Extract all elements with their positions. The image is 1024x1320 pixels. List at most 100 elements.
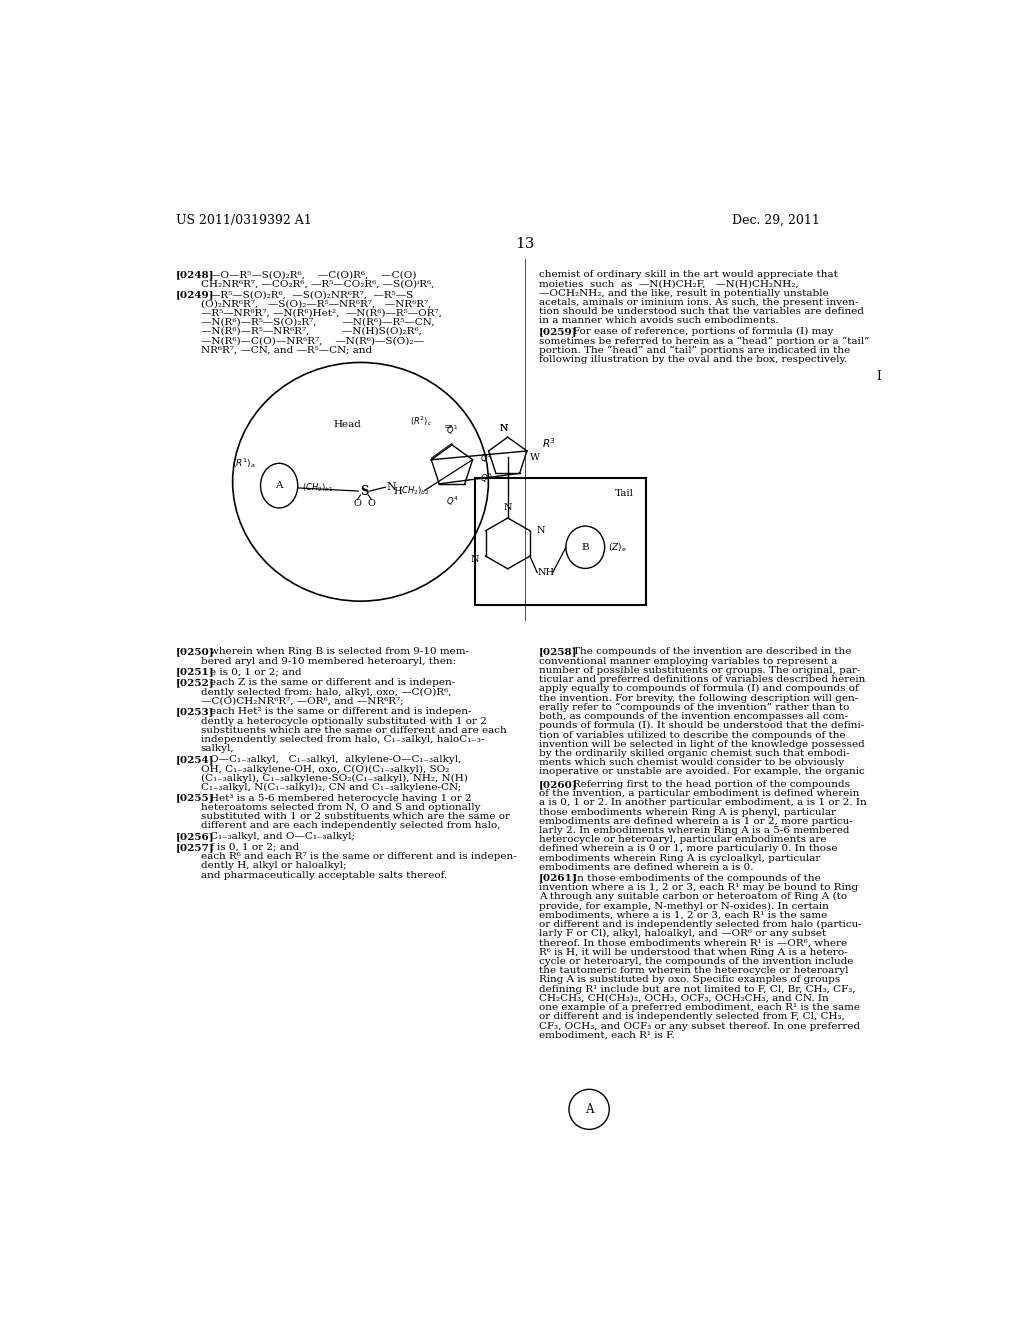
Text: A: A	[585, 1102, 593, 1115]
Text: independently selected from halo, C₁₋₃alkyl, haloC₁₋₃-: independently selected from halo, C₁₋₃al…	[201, 735, 484, 744]
Text: and pharmaceutically acceptable salts thereof.: and pharmaceutically acceptable salts th…	[201, 871, 447, 879]
Text: $(Z)_e$: $(Z)_e$	[608, 541, 628, 553]
Text: heterocycle or heteroaryl, particular embodiments are: heterocycle or heteroaryl, particular em…	[539, 836, 826, 845]
Text: or different and is independently selected from F, Cl, CH₃,: or different and is independently select…	[539, 1012, 845, 1022]
Text: $(R^1)_a$: $(R^1)_a$	[232, 455, 256, 470]
Text: —N(R⁶)—R⁵—NR⁶R⁷,          —N(H)S(O)₂R⁶,: —N(R⁶)—R⁵—NR⁶R⁷, —N(H)S(O)₂R⁶,	[201, 327, 422, 337]
Text: both, as compounds of the invention encompasses all com-: both, as compounds of the invention enco…	[539, 711, 848, 721]
Text: ticular and preferred definitions of variables described herein: ticular and preferred definitions of var…	[539, 675, 865, 684]
Text: [0260]: [0260]	[539, 780, 578, 789]
Text: acetals, aminals or iminium ions. As such, the present inven-: acetals, aminals or iminium ions. As suc…	[539, 298, 858, 306]
Text: —N(R⁶)—C(O)—NR⁶R⁷,    —N(R⁶)—S(O)₂—: —N(R⁶)—C(O)—NR⁶R⁷, —N(R⁶)—S(O)₂—	[201, 337, 424, 346]
Text: embodiments are defined wherein a is 1 or 2, more particu-: embodiments are defined wherein a is 1 o…	[539, 817, 853, 826]
Text: Referring first to the head portion of the compounds: Referring first to the head portion of t…	[572, 780, 850, 789]
Text: CH₂NR⁶R⁷, —CO₂R⁶, —R⁵—CO₂R⁶, —S(O)ⁱR⁶,: CH₂NR⁶R⁷, —CO₂R⁶, —R⁵—CO₂R⁶, —S(O)ⁱR⁶,	[201, 280, 434, 288]
Text: A through any suitable carbon or heteroatom of Ring A (to: A through any suitable carbon or heteroa…	[539, 892, 847, 902]
Text: substituted with 1 or 2 substituents which are the same or: substituted with 1 or 2 substituents whi…	[201, 812, 510, 821]
Text: thereof. In those embodiments wherein R¹ is —OR⁶, where: thereof. In those embodiments wherein R¹…	[539, 939, 847, 948]
Text: pounds of formula (I). It should be understood that the defini-: pounds of formula (I). It should be unde…	[539, 721, 864, 730]
Text: Tail: Tail	[615, 490, 634, 499]
Text: O—C₁₋₃alkyl,   C₁₋₃alkyl,  alkylene-O—C₁₋₃alkyl,: O—C₁₋₃alkyl, C₁₋₃alkyl, alkylene-O—C₁₋₃a…	[210, 755, 462, 764]
Text: defined wherein a is 0 or 1, more particularly 0. In those: defined wherein a is 0 or 1, more partic…	[539, 845, 838, 854]
Text: [0249]: [0249]	[176, 290, 215, 300]
Text: tion should be understood such that the variables are defined: tion should be understood such that the …	[539, 308, 864, 315]
Text: Het³ is a 5-6 membered heterocycle having 1 or 2: Het³ is a 5-6 membered heterocycle havin…	[210, 793, 472, 803]
Text: $Q^2$: $Q^2$	[480, 451, 493, 466]
Text: N: N	[471, 556, 479, 565]
Text: S: S	[360, 484, 369, 498]
Text: N: N	[386, 482, 396, 492]
Text: one example of a preferred embodiment, each R¹ is the same: one example of a preferred embodiment, e…	[539, 1003, 860, 1012]
Text: dently selected from: halo, alkyl, oxo, —C(O)R⁶,: dently selected from: halo, alkyl, oxo, …	[201, 688, 452, 697]
Text: [0256]: [0256]	[176, 832, 215, 841]
Text: sometimes be referred to herein as a “head” portion or a “tail”: sometimes be referred to herein as a “he…	[539, 337, 869, 346]
Text: N: N	[500, 424, 508, 433]
Text: —C(O)CH₂NR⁶R⁷, —OR⁶, and —NR⁶R⁷;: —C(O)CH₂NR⁶R⁷, —OR⁶, and —NR⁶R⁷;	[201, 697, 403, 706]
Text: In those embodiments of the compounds of the: In those embodiments of the compounds of…	[572, 874, 820, 883]
Text: [0254]: [0254]	[176, 755, 215, 764]
Text: salkyl,: salkyl,	[201, 744, 234, 754]
Text: $Q^4$: $Q^4$	[445, 494, 459, 507]
Text: For ease of reference, portions of formula (I) may: For ease of reference, portions of formu…	[572, 327, 834, 337]
Text: Ring A is substituted by oxo. Specific examples of groups: Ring A is substituted by oxo. Specific e…	[539, 975, 840, 985]
Text: or different and is independently selected from halo (particu-: or different and is independently select…	[539, 920, 861, 929]
Text: $(CH_2)_{b1}$: $(CH_2)_{b1}$	[302, 482, 334, 494]
Text: substituents which are the same or different and are each: substituents which are the same or diffe…	[201, 726, 507, 735]
Text: chemist of ordinary skill in the art would appreciate that: chemist of ordinary skill in the art wou…	[539, 271, 838, 279]
Text: $(CH_2)_{b2}$: $(CH_2)_{b2}$	[398, 484, 430, 498]
Text: [0259]: [0259]	[539, 327, 578, 337]
Text: number of possible substituents or groups. The original, par-: number of possible substituents or group…	[539, 665, 860, 675]
Text: [0257]: [0257]	[176, 843, 215, 851]
Text: The compounds of the invention are described in the: The compounds of the invention are descr…	[572, 647, 851, 656]
Text: Head: Head	[334, 420, 361, 429]
Text: CF₃, OCH₃, and OCF₃ or any subset thereof. In one preferred: CF₃, OCH₃, and OCF₃ or any subset thereo…	[539, 1022, 860, 1031]
Text: —O—R⁵—S(O)₂R⁶,    —C(O)R⁶,    —C(O): —O—R⁵—S(O)₂R⁶, —C(O)R⁶, —C(O)	[210, 271, 417, 279]
Text: dently a heterocycle optionally substituted with 1 or 2: dently a heterocycle optionally substitu…	[201, 717, 486, 726]
Text: [0248]: [0248]	[176, 271, 215, 279]
Text: tion of variables utilized to describe the compounds of the: tion of variables utilized to describe t…	[539, 730, 846, 739]
Text: NR⁶R⁷, —CN, and —R⁵—CN; and: NR⁶R⁷, —CN, and —R⁵—CN; and	[201, 346, 372, 355]
Bar	[475, 478, 646, 605]
Text: $(R^2)_c$: $(R^2)_c$	[411, 414, 432, 428]
Text: ments which such chemist would consider to be obviously: ments which such chemist would consider …	[539, 758, 844, 767]
Text: C₁₋₃alkyl, N(C₁₋₃alkyl)₂, CN and C₁₋₃alkylene-CN;: C₁₋₃alkyl, N(C₁₋₃alkyl)₂, CN and C₁₋₃alk…	[201, 783, 461, 792]
Text: larly 2. In embodiments wherein Ring A is a 5-6 membered: larly 2. In embodiments wherein Ring A i…	[539, 826, 849, 836]
Text: OH, C₁₋₃alkylene-OH, oxo, C(O)(C₁₋₃alkyl), SO₂: OH, C₁₋₃alkylene-OH, oxo, C(O)(C₁₋₃alkyl…	[201, 764, 450, 774]
Text: embodiments wherein Ring A is cycloalkyl, particular: embodiments wherein Ring A is cycloalkyl…	[539, 854, 820, 863]
Text: invention will be selected in light of the knowledge possessed: invention will be selected in light of t…	[539, 739, 864, 748]
Text: each R⁶ and each R⁷ is the same or different and is indepen-: each R⁶ and each R⁷ is the same or diffe…	[201, 853, 516, 861]
Text: cycle or heteroaryl, the compounds of the invention include: cycle or heteroaryl, the compounds of th…	[539, 957, 853, 966]
Text: (C₁₋₃alkyl), C₁₋₃alkylene-SO₂(C₁₋₃alkyl), NH₂, N(H): (C₁₋₃alkyl), C₁₋₃alkylene-SO₂(C₁₋₃alkyl)…	[201, 774, 468, 783]
Text: $Q^1$: $Q^1$	[445, 424, 458, 437]
Text: —OCH₂NH₂, and the like, result in potentially unstable: —OCH₂NH₂, and the like, result in potent…	[539, 289, 828, 297]
Text: Dec. 29, 2011: Dec. 29, 2011	[732, 214, 820, 227]
Text: [0258]: [0258]	[539, 647, 578, 656]
Text: larly F or Cl), alkyl, haloalkyl, and —OR⁶ or any subset: larly F or Cl), alkyl, haloalkyl, and —O…	[539, 929, 826, 939]
Text: provide, for example, N-methyl or N-oxides). In certain: provide, for example, N-methyl or N-oxid…	[539, 902, 828, 911]
Text: $Q^3$: $Q^3$	[480, 471, 493, 484]
Text: —R⁵—NR⁶R⁷, —N(R⁶)Het²,  —N(R⁶)—R⁵—OR⁷,: —R⁵—NR⁶R⁷, —N(R⁶)Het², —N(R⁶)—R⁵—OR⁷,	[201, 309, 441, 318]
Text: those embodiments wherein Ring A is phenyl, particular: those embodiments wherein Ring A is phen…	[539, 808, 836, 817]
Text: inoperative or unstable are avoided. For example, the organic: inoperative or unstable are avoided. For…	[539, 767, 864, 776]
Text: H: H	[394, 487, 402, 496]
Text: by the ordinarily skilled organic chemist such that embodi-: by the ordinarily skilled organic chemis…	[539, 748, 850, 758]
Text: of the invention, a particular embodiment is defined wherein: of the invention, a particular embodimen…	[539, 789, 859, 799]
Text: erally refer to “compounds of the invention” rather than to: erally refer to “compounds of the invent…	[539, 702, 849, 711]
Text: W: W	[530, 453, 541, 462]
Text: CH₂CH₃, CH(CH₃)₂, OCH₃, OCF₃, OCH₂CH₃, and CN. In: CH₂CH₃, CH(CH₃)₂, OCH₃, OCF₃, OCH₂CH₃, a…	[539, 994, 828, 1003]
Text: =: =	[443, 422, 453, 432]
Text: conventional manner employing variables to represent a: conventional manner employing variables …	[539, 656, 838, 665]
Text: moieties  such  as  —N(H)CH₂F,   —N(H)CH₂NH₂,: moieties such as —N(H)CH₂F, —N(H)CH₂NH₂,	[539, 280, 799, 288]
Text: N: N	[500, 424, 508, 433]
Text: [0253]: [0253]	[176, 708, 215, 717]
Text: B: B	[582, 543, 589, 552]
Text: R⁶ is H, it will be understood that when Ring A is a hetero-: R⁶ is H, it will be understood that when…	[539, 948, 848, 957]
Text: the invention. For brevity, the following description will gen-: the invention. For brevity, the followin…	[539, 693, 858, 702]
Text: different and are each independently selected from halo,: different and are each independently sel…	[201, 821, 501, 830]
Text: A: A	[275, 482, 283, 490]
Text: dently H, alkyl or haloalkyl;: dently H, alkyl or haloalkyl;	[201, 862, 346, 870]
Text: defining R¹ include but are not limited to F, Cl, Br, CH₃, CF₃,: defining R¹ include but are not limited …	[539, 985, 855, 994]
Text: [0251]: [0251]	[176, 668, 215, 676]
Text: each Het² is the same or different and is indepen-: each Het² is the same or different and i…	[210, 708, 472, 717]
Text: bered aryl and 9-10 membered heteroaryl, then:: bered aryl and 9-10 membered heteroaryl,…	[201, 656, 456, 665]
